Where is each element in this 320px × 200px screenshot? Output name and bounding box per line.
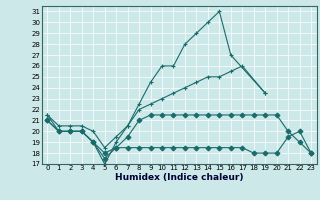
X-axis label: Humidex (Indice chaleur): Humidex (Indice chaleur) [115,173,244,182]
